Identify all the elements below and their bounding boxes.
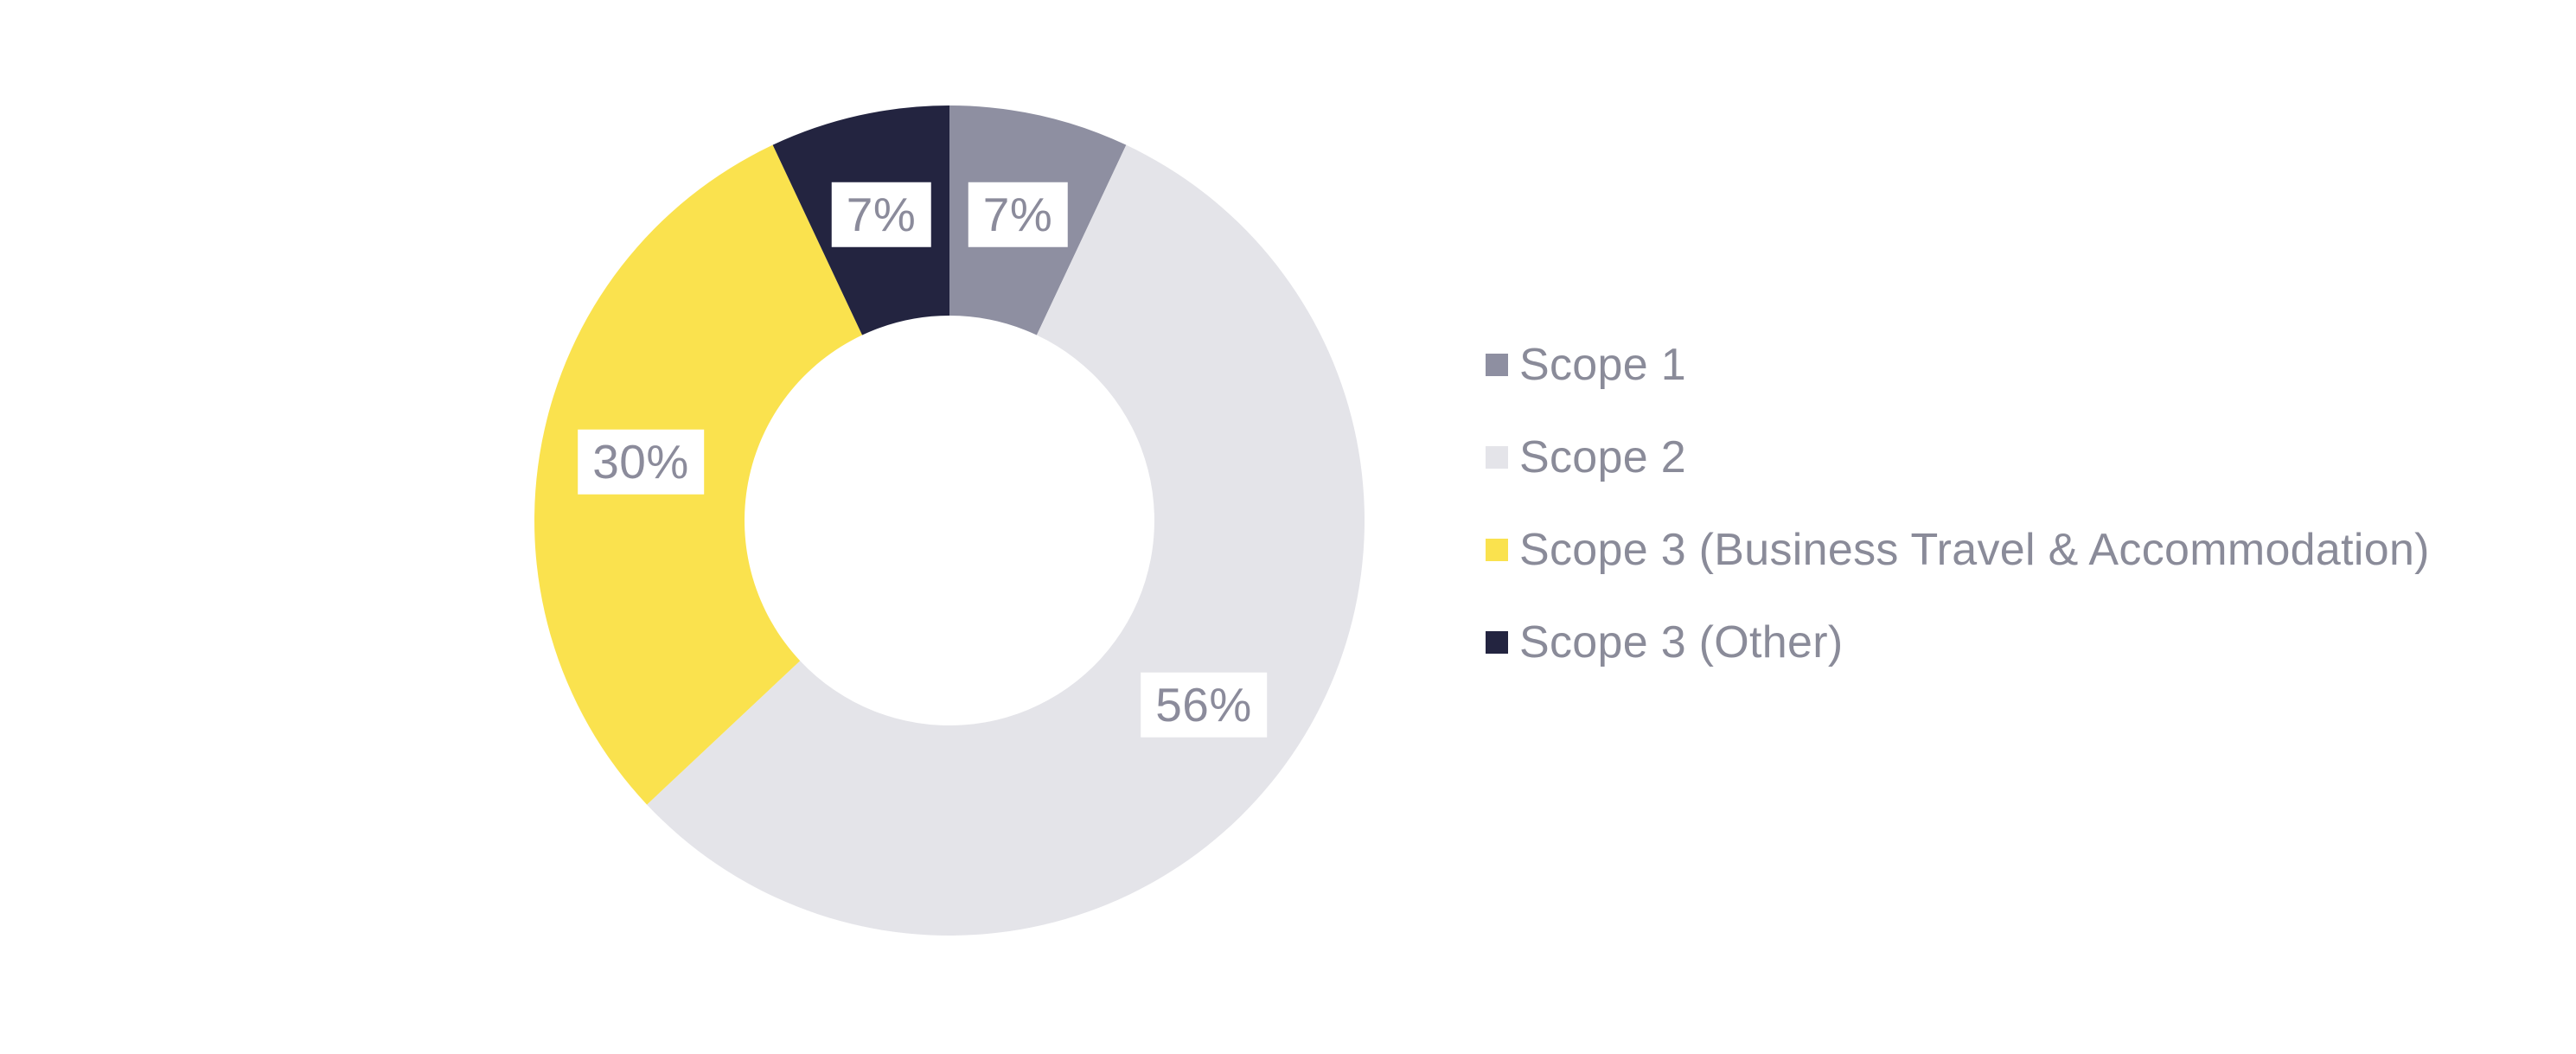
data-label-0: 7% [968, 182, 1068, 247]
data-label-3: 7% [831, 182, 931, 247]
legend-item-label: Scope 3 (Other) [1519, 617, 1844, 668]
legend-marker-icon [1486, 354, 1508, 376]
legend-item-label: Scope 3 (Business Travel & Accommodation… [1519, 525, 2430, 575]
data-label-1: 56% [1141, 672, 1267, 738]
legend-item-1: Scope 2 [1486, 432, 2430, 482]
legend-marker-icon [1486, 446, 1508, 469]
legend-item-label: Scope 1 [1519, 340, 1686, 390]
legend-marker-icon [1486, 539, 1508, 561]
data-label-2: 30% [578, 429, 704, 495]
legend-item-3: Scope 3 (Other) [1486, 617, 2430, 668]
donut-slice-1 [647, 144, 1365, 936]
chart-legend: Scope 1 Scope 2 Scope 3 (Business Travel &… [1486, 340, 2430, 712]
legend-item-2: Scope 3 (Business Travel & Accommodation… [1486, 525, 2430, 575]
legend-item-label: Scope 2 [1519, 432, 1686, 482]
legend-marker-icon [1486, 631, 1508, 654]
legend-item-0: Scope 1 [1486, 340, 2430, 390]
